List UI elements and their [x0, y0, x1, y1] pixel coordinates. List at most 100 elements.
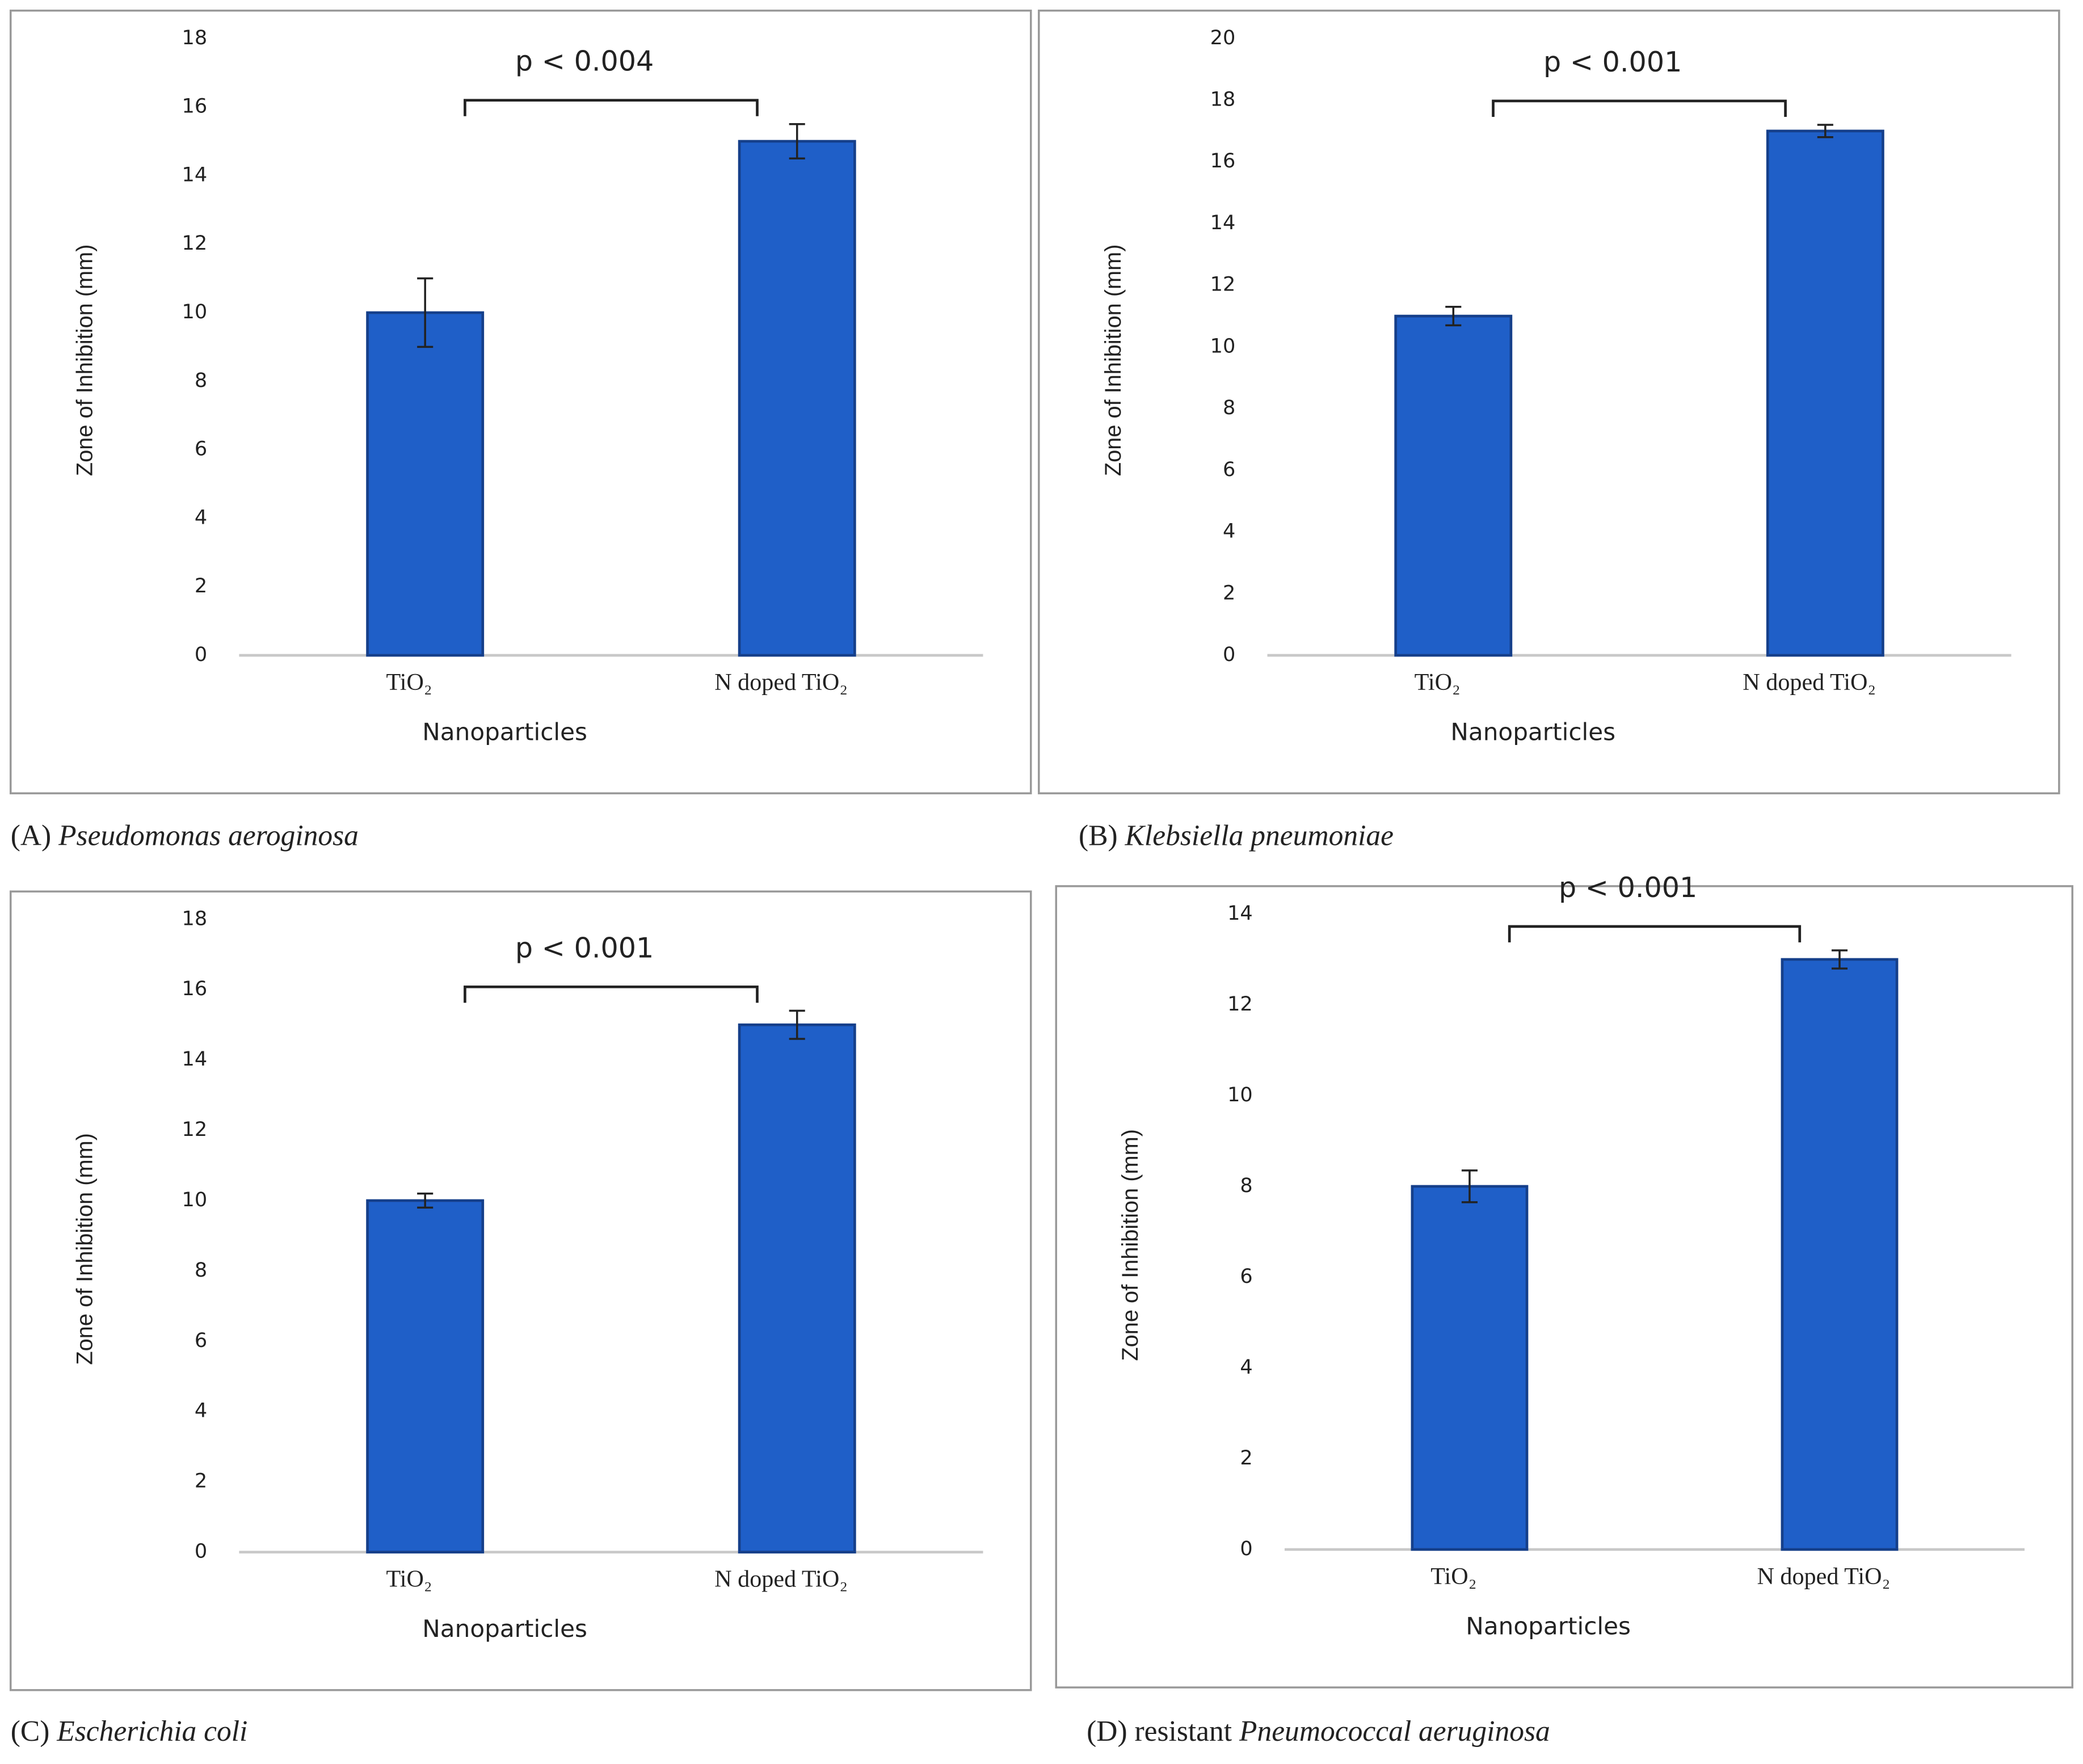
x-axis-title: Nanoparticles: [1450, 718, 1615, 746]
y-tick-label: 2: [1223, 581, 1235, 604]
caption-species: Klebsiella pneumoniae: [1125, 820, 1394, 852]
y-tick-label: 8: [1240, 1174, 1252, 1197]
y-tick-label: 8: [1223, 396, 1235, 419]
x-tick-label: N doped TiO₂: [714, 669, 848, 696]
y-tick-label: 16: [182, 977, 208, 1000]
caption: (A) Pseudomonas aeroginosa: [11, 820, 359, 852]
y-tick-label: 4: [1240, 1355, 1252, 1379]
x-tick-label: TiO₂: [1430, 1563, 1476, 1590]
y-tick-label: 6: [1240, 1265, 1252, 1288]
chart-panel: 0 2 4 6 8 10 12 14 TiO₂ N doped TiO₂ p < 0.001 Nano…: [1055, 871, 2074, 1689]
caption-label: (A): [11, 820, 52, 852]
significance-bracket: [1508, 925, 1802, 942]
y-tick-label: 12: [1210, 273, 1236, 296]
caption: (C) Escherichia coli: [11, 1715, 248, 1748]
y-tick-label: 14: [182, 1047, 208, 1071]
caption-species: Pseudomonas aeroginosa: [58, 820, 359, 852]
bar: [1781, 958, 1899, 1551]
x-tick-label: N doped TiO₂: [1757, 1563, 1890, 1590]
y-tick-label: 14: [1227, 902, 1253, 925]
y-tick-label: 12: [182, 1118, 208, 1141]
caption: (D) resistant Pneumococcal aeruginosa: [1087, 1715, 1550, 1748]
y-tick-label: 10: [182, 300, 208, 323]
bar: [738, 140, 856, 657]
y-tick-label: 4: [195, 506, 207, 529]
error-bar: [1817, 124, 1833, 138]
error-bar: [417, 1192, 434, 1209]
y-tick-label: 8: [195, 1258, 207, 1282]
y-tick-label: 14: [182, 163, 208, 186]
caption: (B) Klebsiella pneumoniae: [1079, 820, 1394, 852]
y-tick-label: 6: [1223, 458, 1235, 481]
y-tick-label: 12: [182, 231, 208, 255]
y-tick-label: 18: [182, 907, 208, 930]
panel-frame: [9, 890, 1032, 1691]
y-tick-label: 12: [1227, 992, 1253, 1016]
caption-species: Escherichia coli: [56, 1715, 247, 1748]
x-axis-title: Nanoparticles: [422, 718, 587, 746]
error-bar: [1445, 305, 1462, 327]
y-tick-label: 2: [1240, 1446, 1252, 1470]
panel-frame: [9, 9, 1032, 794]
panel-frame: [1055, 885, 2074, 1689]
error-bar: [789, 1009, 805, 1040]
y-tick-label: 8: [195, 369, 207, 392]
y-tick-label: 16: [182, 95, 208, 118]
annotation: p < 0.001: [515, 931, 654, 964]
error-bar: [1461, 1169, 1478, 1203]
significance-bracket: [1492, 99, 1787, 117]
y-tick-label: 0: [1240, 1537, 1252, 1560]
significance-bracket: [464, 99, 759, 116]
y-tick-label: 0: [1223, 643, 1235, 666]
chart-panel: 0 2 4 6 8 10 12 14 16 18 TiO₂ N doped TiO₂ p < 0.004…: [9, 9, 1032, 794]
caption-label: (D) resistant: [1087, 1715, 1232, 1748]
annotation: p < 0.004: [515, 45, 654, 78]
bar: [1766, 129, 1884, 657]
y-tick-label: 18: [182, 26, 208, 49]
y-tick-label: 4: [1223, 520, 1235, 543]
y-tick-label: 4: [195, 1399, 207, 1422]
y-tick-label: 10: [182, 1188, 208, 1211]
y-axis-title: Zone of Inhibition (mm): [73, 1133, 98, 1365]
x-tick-label: N doped TiO₂: [1743, 669, 1876, 696]
significance-bracket: [464, 985, 759, 1003]
y-tick-label: 0: [195, 1540, 207, 1563]
y-tick-label: 18: [1210, 88, 1236, 111]
annotation: p < 0.001: [1559, 871, 1697, 904]
y-tick-label: 0: [195, 643, 207, 666]
y-tick-label: 10: [1210, 334, 1236, 357]
y-tick-label: 16: [1210, 149, 1236, 172]
x-axis-title: Nanoparticles: [1466, 1612, 1631, 1640]
y-axis-title: Zone of Inhibition (mm): [1101, 244, 1126, 476]
y-tick-label: 10: [1227, 1083, 1253, 1106]
y-tick-label: 2: [195, 1470, 207, 1493]
bar: [1394, 314, 1513, 657]
bar: [366, 311, 485, 657]
y-tick-label: 14: [1210, 211, 1236, 234]
error-bar: [417, 277, 434, 348]
caption-label: (C): [11, 1715, 50, 1748]
caption-species: Pneumococcal aeruginosa: [1239, 1715, 1550, 1748]
y-tick-label: 6: [195, 437, 207, 461]
x-tick-label: TiO₂: [386, 669, 432, 696]
panel-frame: [1038, 9, 2060, 794]
error-bar: [1831, 949, 1848, 970]
bar: [738, 1023, 856, 1554]
y-tick-label: 20: [1210, 26, 1236, 49]
error-bar: [789, 123, 805, 159]
y-tick-label: 6: [195, 1329, 207, 1352]
y-axis-title: Zone of Inhibition (mm): [73, 244, 98, 476]
y-axis-title: Zone of Inhibition (mm): [1118, 1129, 1143, 1361]
annotation: p < 0.001: [1543, 45, 1682, 78]
caption-label: (B): [1079, 820, 1118, 852]
x-tick-label: N doped TiO₂: [714, 1566, 848, 1593]
x-tick-label: TiO₂: [386, 1566, 432, 1593]
bar: [1411, 1185, 1529, 1551]
y-tick-label: 2: [195, 574, 207, 597]
x-tick-label: TiO₂: [1415, 669, 1461, 696]
chart-panel: 0 2 4 6 8 10 12 14 16 18 20 TiO₂ N doped TiO₂ p < 0.0…: [1038, 9, 2060, 794]
x-axis-title: Nanoparticles: [422, 1615, 587, 1643]
chart-panel: 0 2 4 6 8 10 12 14 16 18 TiO₂ N doped TiO₂ p < 0.001…: [9, 890, 1032, 1691]
